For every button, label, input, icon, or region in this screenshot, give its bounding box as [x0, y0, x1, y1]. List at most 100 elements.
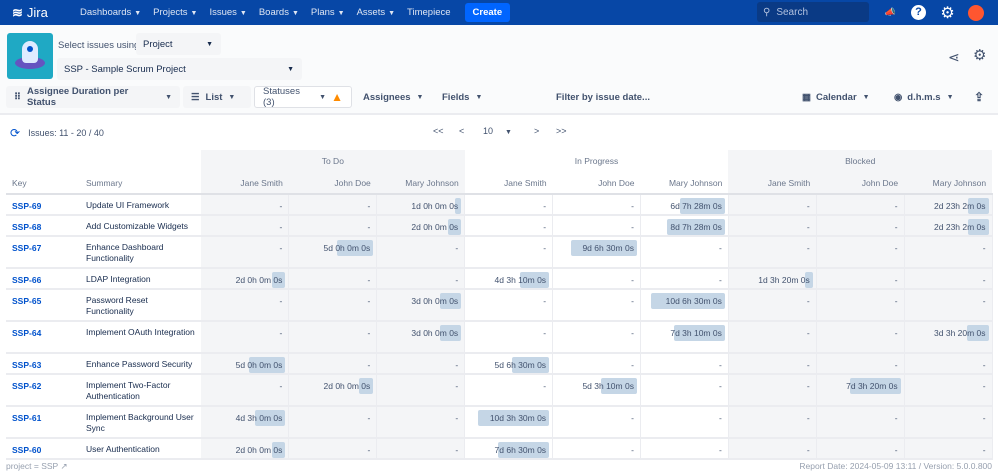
export-icon[interactable]: ⇪: [974, 90, 985, 104]
format-dropdown[interactable]: ◉ d.h.m.s ▼: [894, 91, 954, 103]
view-dropdown[interactable]: ☰ List ▼: [183, 86, 251, 108]
report-type-dropdown[interactable]: ⠿ Assignee Duration per Status ▼: [6, 86, 180, 108]
duration-cell: -: [816, 353, 905, 375]
duration-value: -: [543, 328, 547, 338]
jql-link[interactable]: project = SSP ↗: [6, 461, 68, 471]
avatar[interactable]: [967, 4, 984, 21]
duration-value: -: [367, 413, 371, 423]
issue-key-link[interactable]: SSP-61: [6, 406, 86, 439]
duration-bar: [498, 442, 550, 458]
assignees-dropdown[interactable]: Assignees ▼: [363, 91, 424, 103]
table-row: SSP-62 Implement Two-Factor Authenticatio…: [6, 374, 993, 407]
nav-issues[interactable]: Issues ▼: [209, 7, 246, 18]
issue-key-link[interactable]: SSP-60: [6, 438, 86, 460]
duration-bar: [454, 198, 462, 214]
table-row: SSP-64 Implement OAuth Integration - - 3d 0h…: [6, 321, 993, 354]
project-select[interactable]: SSP - Sample Scrum Project ▼: [57, 58, 302, 80]
share-icon[interactable]: ⋖: [948, 49, 960, 65]
duration-cell: -: [552, 268, 641, 290]
duration-value: -: [631, 275, 634, 285]
issue-key-link[interactable]: SSP-63: [6, 353, 86, 375]
nav-label: Projects: [153, 7, 188, 18]
page-size-select[interactable]: 10 ▼: [483, 126, 512, 136]
duration-bar: [967, 325, 989, 341]
duration-bar: [359, 378, 374, 394]
issue-key-link[interactable]: SSP-69: [6, 194, 86, 216]
notifications-icon[interactable]: 📣: [884, 7, 897, 17]
nav-plans[interactable]: Plans ▼: [311, 7, 345, 18]
calendar-dropdown[interactable]: ▦ Calendar ▼: [802, 91, 870, 103]
issue-key-link[interactable]: SSP-68: [6, 215, 86, 237]
nav-boards[interactable]: Boards ▼: [259, 7, 299, 18]
assignee-header: Mary Johnson: [640, 172, 729, 195]
duration-bar: [666, 219, 725, 235]
duration-value: -: [982, 243, 986, 253]
duration-cell: 7d 3h 10m 0s: [640, 321, 729, 354]
issue-summary: Implement OAuth Integration: [86, 321, 201, 354]
duration-cell: 2d 23h 2m 0s: [904, 215, 993, 237]
issue-key-link[interactable]: SSP-66: [6, 268, 86, 290]
help-icon[interactable]: ?: [910, 4, 927, 21]
refresh-icon[interactable]: ⟳: [10, 126, 21, 140]
duration-value: -: [894, 201, 898, 211]
nav-timepiece[interactable]: Timepiece: [407, 7, 451, 18]
jira-logo[interactable]: ≋ Jira: [12, 4, 48, 21]
duration-bar: [249, 357, 286, 373]
chevron-down-icon: ▼: [862, 93, 870, 101]
first-page-button[interactable]: <<: [433, 126, 444, 136]
duration-value: -: [279, 201, 283, 211]
nav-projects[interactable]: Projects ▼: [153, 7, 197, 18]
duration-value: -: [455, 243, 459, 253]
duration-cell: -: [552, 194, 641, 216]
duration-value: 2d 23h 2m 0s: [934, 222, 986, 232]
duration-value: -: [806, 360, 810, 370]
column-header-row: Key Summary Jane Smith John Doe Mary Johnson…: [6, 172, 993, 195]
duration-value: 10d 3h 30m 0s: [489, 413, 547, 423]
duration-value: 2d 0h 0m 0s: [235, 275, 283, 285]
warning-icon: ▲: [331, 90, 343, 104]
filter-by-date[interactable]: Filter by issue date...: [556, 91, 650, 103]
issue-key-link[interactable]: SSP-62: [6, 374, 86, 407]
issues-info: ⟳ Issues: 11 - 20 / 40: [10, 126, 104, 140]
duration-cell: 10d 6h 30m 0s: [640, 289, 729, 322]
duration-value: -: [894, 445, 898, 455]
duration-cell: -: [728, 236, 817, 269]
duration-cell: 10d 3h 30m 0s: [464, 406, 554, 439]
mode-select[interactable]: Project ▼: [136, 33, 221, 55]
next-page-button[interactable]: >: [534, 126, 540, 136]
create-button[interactable]: Create: [464, 3, 511, 22]
duration-value: -: [894, 243, 898, 253]
duration-cell: -: [464, 194, 554, 216]
duration-cell: -: [816, 321, 905, 354]
duration-value: -: [894, 360, 898, 370]
settings-icon[interactable]: ⚙: [973, 47, 987, 64]
fields-dropdown[interactable]: Fields ▼: [442, 91, 483, 103]
last-page-button[interactable]: >>: [556, 126, 567, 136]
issue-key-link[interactable]: SSP-64: [6, 321, 86, 354]
issue-key-link[interactable]: SSP-65: [6, 289, 86, 322]
table-row: SSP-67 Enhance Dashboard Functionality - 5d…: [6, 236, 993, 269]
nav-assets[interactable]: Assets ▼: [357, 7, 395, 18]
duration-value: -: [982, 381, 986, 391]
duration-value: 5d 3h 10m 0s: [582, 381, 634, 391]
search-input[interactable]: ⚲ Search: [757, 2, 869, 22]
nav-label: Issues: [209, 7, 237, 18]
statuses-dropdown[interactable]: Statuses (3) ▼ ▲: [254, 86, 352, 108]
prev-page-button[interactable]: <: [459, 126, 465, 136]
duration-cell: -: [640, 268, 729, 290]
duration-bar: [674, 325, 725, 341]
duration-cell: -: [904, 289, 993, 322]
duration-cell: 7d 6h 30m 0s: [464, 438, 554, 460]
duration-cell: -: [201, 321, 290, 354]
duration-cell: 8d 7h 28m 0s: [640, 215, 729, 237]
duration-value: -: [367, 445, 371, 455]
nav-dashboards[interactable]: Dashboards ▼: [80, 7, 141, 18]
issue-key-link[interactable]: SSP-67: [6, 236, 86, 269]
settings-icon[interactable]: ⚙: [940, 4, 955, 22]
duration-value: -: [455, 413, 459, 423]
duration-cell: -: [552, 289, 641, 322]
top-nav: ≋ Jira Dashboards ▼ Projects ▼ Issues ▼ Boards ▼…: [0, 0, 998, 25]
duration-cell: -: [552, 406, 641, 439]
duration-cell: -: [816, 289, 905, 322]
duration-cell: -: [201, 289, 290, 322]
